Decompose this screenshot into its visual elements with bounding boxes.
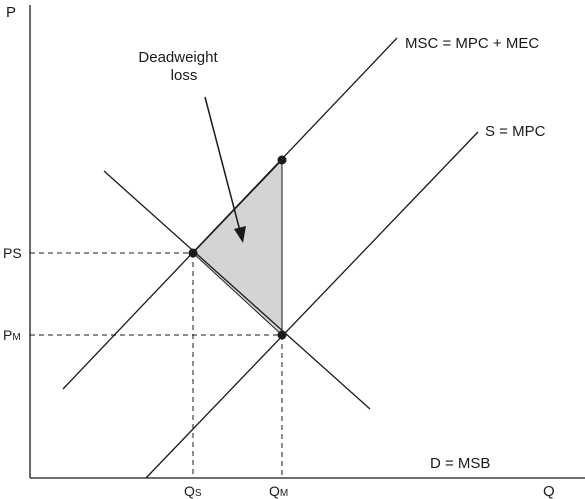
y-axis-label: P — [6, 4, 16, 21]
x-axis-label: Q — [543, 483, 555, 499]
ps-tick-label: PS — [3, 245, 22, 261]
demand-label: D = MSB — [430, 455, 490, 472]
annotation-line-2: loss — [171, 67, 198, 84]
msc-label: MSC = MPC + MEC — [405, 35, 539, 52]
social-optimum-point — [188, 248, 198, 258]
qm-tick-label: QM — [269, 483, 288, 499]
demand-curve — [103, 170, 371, 410]
msc-curve — [62, 37, 398, 390]
annotation-line-1: Deadweight — [138, 49, 218, 66]
pm-tick-label: PM — [3, 327, 21, 343]
deadweight-loss-arrow — [204, 96, 241, 232]
supply-label: S = MPC — [485, 123, 546, 140]
supply-curve — [145, 131, 479, 479]
market-equilibrium-point — [277, 330, 287, 340]
arrowhead-icon — [234, 226, 246, 243]
qs-tick-label: QS — [184, 483, 202, 499]
msc-at-market-quantity-point — [277, 155, 287, 165]
deadweight-loss-triangle — [192, 158, 283, 337]
